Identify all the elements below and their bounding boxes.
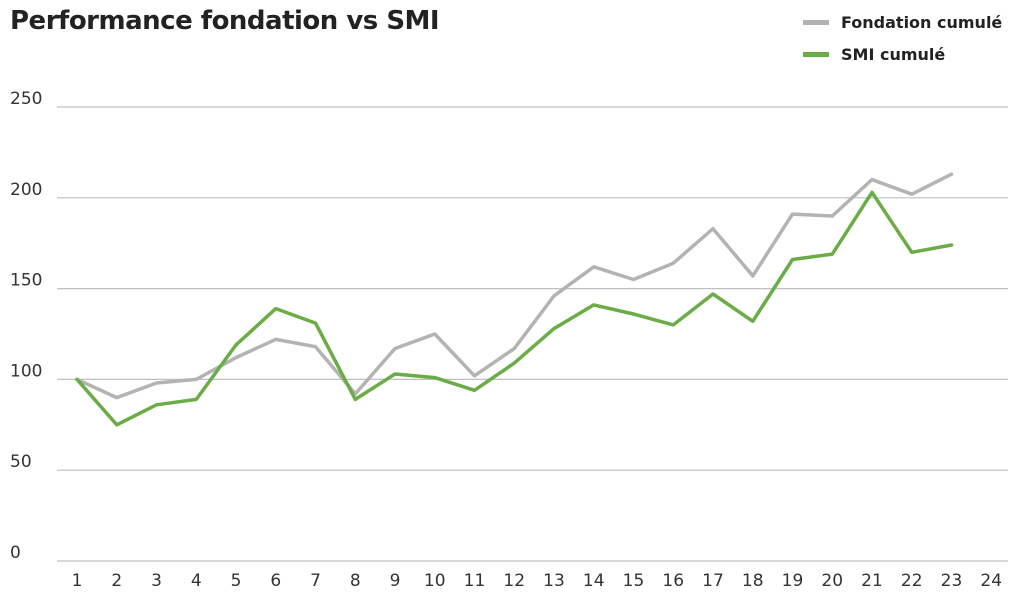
data-point-fondation [194, 377, 198, 381]
data-point-fondation [671, 261, 675, 265]
x-tick-label: 23 [941, 571, 963, 591]
data-point-smi [194, 397, 198, 401]
data-point-smi [314, 321, 317, 325]
x-tick-label: 2 [111, 571, 122, 591]
x-tick-label: 3 [151, 571, 162, 591]
data-point-smi [632, 312, 635, 316]
data-point-fondation [711, 227, 715, 231]
data-point-smi [393, 372, 397, 376]
data-point-smi [830, 252, 834, 256]
data-point-fondation [950, 172, 953, 176]
x-tick-label: 19 [782, 571, 804, 591]
data-point-smi [870, 190, 874, 194]
chart-legend: Fondation cumulé SMI cumulé [803, 6, 1002, 70]
data-point-smi [115, 423, 119, 427]
x-tick-label: 21 [861, 571, 883, 591]
y-tick-label: 250 [10, 89, 42, 109]
legend-label-fondation: Fondation cumulé [841, 12, 1003, 32]
data-point-fondation [512, 347, 516, 351]
x-tick-label: 12 [503, 571, 525, 591]
legend-swatch-smi [803, 51, 829, 57]
data-point-fondation [870, 178, 874, 182]
x-tick-label: 14 [583, 571, 605, 591]
data-point-smi [950, 243, 953, 247]
legend-item-fondation: Fondation cumulé [803, 6, 1002, 38]
x-tick-label: 15 [623, 571, 645, 591]
x-tick-label: 22 [901, 571, 923, 591]
x-tick-label: 20 [821, 571, 843, 591]
data-point-smi [791, 258, 794, 262]
data-point-smi [552, 327, 556, 331]
y-tick-label: 150 [10, 271, 42, 291]
x-tick-label: 16 [662, 571, 684, 591]
data-point-smi [751, 319, 755, 323]
data-point-fondation [274, 337, 278, 341]
legend-label-smi: SMI cumulé [841, 44, 946, 64]
x-tick-label: 18 [742, 571, 764, 591]
x-tick-label: 9 [390, 571, 401, 591]
x-tick-label: 11 [464, 571, 486, 591]
data-point-fondation [592, 265, 596, 269]
data-point-smi [433, 376, 437, 380]
data-point-fondation [433, 332, 437, 336]
data-point-fondation [751, 274, 755, 278]
y-tick-label: 0 [10, 543, 21, 563]
data-point-fondation [910, 192, 914, 196]
data-point-smi [234, 343, 238, 347]
data-point-smi [910, 250, 914, 254]
x-tick-label: 5 [231, 571, 242, 591]
data-point-smi [671, 323, 675, 327]
x-tick-label: 8 [350, 571, 361, 591]
x-tick-label: 24 [980, 571, 1002, 591]
data-point-smi [155, 403, 158, 407]
y-tick-label: 100 [10, 361, 42, 381]
data-point-smi [75, 377, 79, 381]
data-point-fondation [552, 294, 556, 298]
data-point-smi [274, 307, 278, 311]
x-tick-label: 10 [424, 571, 446, 591]
data-point-smi [512, 361, 516, 365]
y-tick-label: 200 [10, 180, 42, 200]
legend-swatch-fondation [803, 19, 829, 25]
data-point-fondation [234, 356, 238, 360]
series-line-smi [75, 190, 954, 427]
x-tick-label: 13 [543, 571, 565, 591]
data-point-fondation [473, 374, 476, 378]
x-tick-label: 6 [270, 571, 281, 591]
data-point-smi [592, 303, 596, 307]
data-point-fondation [830, 214, 834, 218]
data-point-smi [711, 292, 715, 296]
x-tick-label: 1 [72, 571, 83, 591]
data-point-fondation [393, 347, 397, 351]
data-point-fondation [314, 345, 317, 349]
data-point-smi [353, 397, 357, 401]
chart-title: Performance fondation vs SMI [10, 6, 440, 36]
data-point-fondation [115, 396, 119, 400]
data-point-smi [473, 388, 476, 392]
y-tick-label: 50 [10, 452, 32, 472]
data-point-fondation [155, 381, 158, 385]
data-point-fondation [632, 278, 635, 282]
x-tick-label: 7 [310, 571, 321, 591]
x-tick-label: 17 [702, 571, 724, 591]
x-tick-label: 4 [191, 571, 202, 591]
legend-item-smi: SMI cumulé [803, 38, 1002, 70]
data-point-fondation [791, 212, 794, 216]
